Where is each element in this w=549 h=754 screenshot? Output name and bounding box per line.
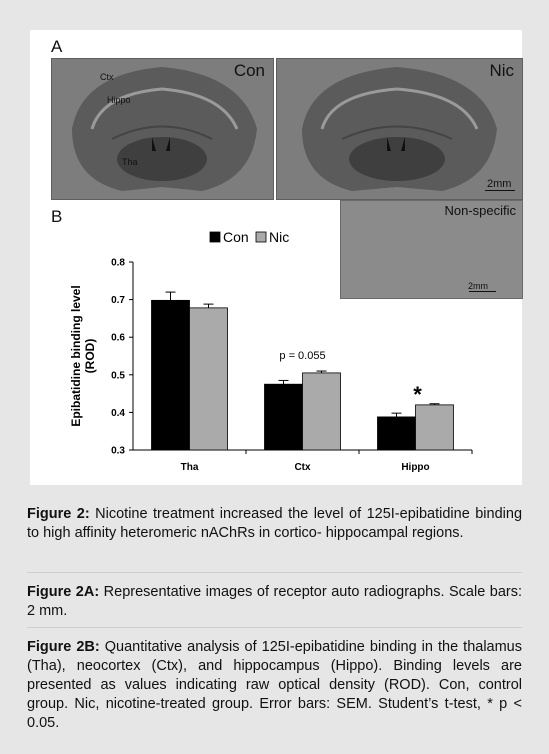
caption-divider (27, 572, 522, 573)
y-tick-label: 0.3 (111, 446, 125, 457)
figure-panel: A Con Ctx Hippo Tha Nic 2mm B Non (30, 30, 523, 485)
autoradiograph-nonspecific: Non-specific 2mm (340, 200, 523, 299)
scalebar (485, 190, 515, 191)
x-tick-label: Hippo (401, 462, 429, 473)
y-tick-label: 0.7 (111, 295, 125, 306)
legend-label-con: Con (223, 229, 249, 245)
p-value-annotation: p = 0.055 (279, 350, 325, 362)
caption-figure-2b-label: Figure 2B: (27, 639, 100, 655)
x-tick-label: Tha (181, 462, 199, 473)
panel-a-letter: A (51, 37, 63, 56)
y-axis-label: (ROD) (83, 339, 97, 374)
y-tick-label: 0.8 (111, 258, 125, 269)
y-tick-label: 0.4 (111, 408, 125, 419)
region-label-hippo: Hippo (107, 95, 131, 105)
brain-section-nic-icon (277, 59, 522, 199)
caption-figure-2a-label: Figure 2A: (27, 584, 100, 600)
caption-figure-2b-text: Quantitative analysis of 125I-epibatidin… (27, 639, 522, 731)
caption-figure-2-label: Figure 2: (27, 506, 90, 522)
legend-label-nic: Nic (269, 229, 289, 245)
bar-con-tha (151, 299, 190, 451)
caption-divider (27, 627, 522, 628)
nonspecific-scalebar (469, 291, 496, 292)
bar-nic-tha (189, 307, 228, 451)
bar-con-hippo (377, 416, 416, 451)
caption-figure-2b: Figure 2B: Quantitative analysis of 125I… (27, 638, 522, 733)
y-axis-label: Epibatidine binding level (69, 285, 83, 426)
caption-figure-2a-text: Representative images of receptor auto r… (27, 584, 522, 619)
brain-section-con-icon (52, 59, 273, 199)
caption-figure-2-text: Nicotine treatment increased the level o… (27, 506, 523, 541)
nonspecific-scalebar-label: 2mm (468, 281, 488, 291)
nonspecific-label: Non-specific (444, 203, 516, 218)
y-tick-label: 0.6 (111, 333, 125, 344)
legend-swatch-nic (255, 231, 267, 243)
scalebar-label: 2mm (487, 178, 512, 190)
bar-nic-hippo (415, 404, 454, 451)
panel-b-letter: B (51, 207, 63, 226)
bar-chart: 0.3 0.4 0.5 0.6 0.7 0.8 Epibatidine binding le… (69, 229, 473, 473)
x-tick-label: Ctx (294, 462, 311, 473)
region-label-tha: Tha (122, 157, 138, 167)
caption-figure-2a: Figure 2A: Representative images of rece… (27, 583, 522, 621)
bar-con-ctx (264, 383, 303, 451)
image-con-label: Con (233, 61, 265, 80)
autoradiograph-con: Con Ctx Hippo Tha (51, 58, 274, 200)
legend-swatch-con (209, 231, 221, 243)
autoradiograph-nic: Nic 2mm (276, 58, 523, 200)
significance-annotation: * (413, 382, 422, 407)
region-label-ctx: Ctx (100, 72, 114, 82)
image-nic-label: Nic (489, 61, 514, 80)
bar-nic-ctx (302, 372, 341, 451)
y-tick-label: 0.5 (111, 370, 125, 381)
caption-figure-2: Figure 2: Nicotine treatment increased t… (27, 505, 522, 543)
